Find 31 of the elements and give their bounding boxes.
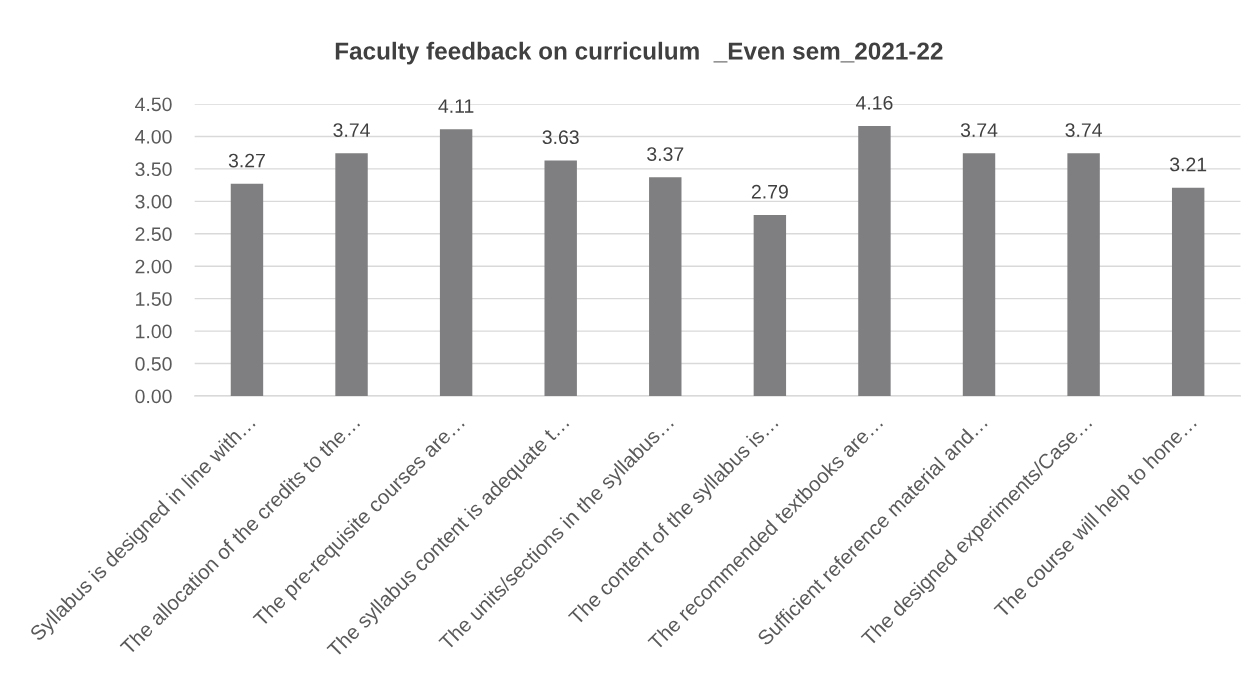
data-label: 3.74 [960, 123, 998, 137]
y-tick-label: 3.50 [135, 162, 172, 177]
y-tick-label: 4.50 [135, 97, 172, 112]
y-tick-label: 0.50 [135, 357, 172, 371]
bar [335, 153, 368, 396]
y-tick-label: 0.00 [135, 389, 172, 404]
bar [439, 129, 473, 396]
y-tick-label: 2.50 [135, 227, 172, 242]
bar [1067, 153, 1100, 396]
bar [962, 153, 996, 396]
data-label: 3.21 [1170, 157, 1207, 172]
bar [544, 160, 577, 396]
data-label: 2.79 [751, 184, 788, 199]
data-label: 4.16 [855, 95, 893, 110]
data-label: 3.27 [228, 153, 265, 168]
data-label: 3.74 [1065, 123, 1102, 137]
data-label: 3.63 [542, 130, 579, 145]
y-tick-label: 4.00 [135, 129, 172, 144]
bar [753, 214, 787, 396]
y-tick-label: 2.00 [135, 259, 172, 274]
bar [858, 126, 891, 396]
bar [230, 183, 264, 396]
data-label: 3.74 [333, 123, 370, 137]
y-tick-label: 1.50 [136, 292, 172, 306]
data-label: 4.11 [438, 99, 474, 113]
bar [649, 177, 682, 396]
bar [1171, 187, 1205, 396]
y-tick-label: 1.00 [136, 324, 172, 339]
chart-title: Faculty feedback on curriculum _Even sem_2021-22 [335, 41, 943, 65]
y-tick-label: 3.00 [135, 194, 172, 209]
data-label: 3.37 [647, 147, 684, 161]
